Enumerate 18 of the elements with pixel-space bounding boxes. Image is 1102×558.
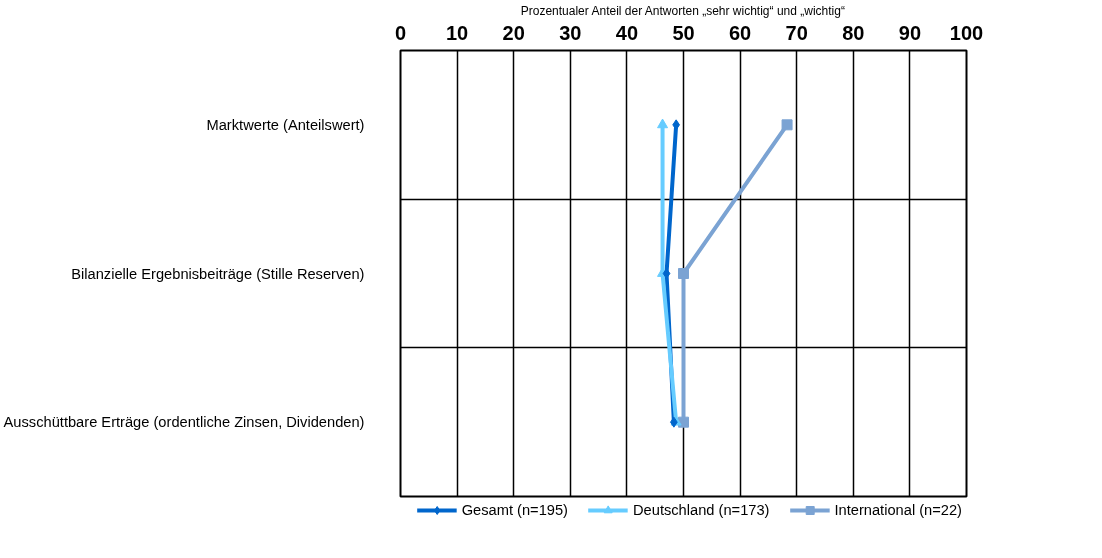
x-axis-title: Prozentualer Anteil der Antworten „sehr wichtig“ und „wichtig“ [520, 3, 845, 18]
x-tick-label: 0 [394, 21, 407, 44]
x-tick-label: 70 [785, 21, 808, 44]
legend-label: International (n=22) [834, 502, 962, 518]
x-tick-label: 20 [502, 21, 525, 44]
legend-label: Deutschland (n=173) [633, 502, 770, 518]
x-tick-label: 60 [728, 21, 752, 44]
x-tick-label: 100 [949, 21, 984, 44]
x-tick-label: 80 [842, 21, 865, 44]
y-tick-label: Ausschüttbare Erträge (ordentliche Zinsen, Dividenden) [3, 414, 365, 431]
x-tick-label: 40 [615, 21, 639, 44]
x-tick-label: 10 [445, 21, 469, 44]
y-tick-label: Marktwerte (Anteilswert) [206, 116, 365, 133]
y-tick-label: Bilanzielle Ergebnisbeiträge (Stille Reserven) [71, 265, 365, 282]
x-tick-label: 90 [898, 21, 922, 44]
x-tick-label: 30 [559, 21, 582, 44]
x-tick-label: 50 [672, 21, 695, 44]
legend-label: Gesamt (n=195) [461, 502, 568, 518]
